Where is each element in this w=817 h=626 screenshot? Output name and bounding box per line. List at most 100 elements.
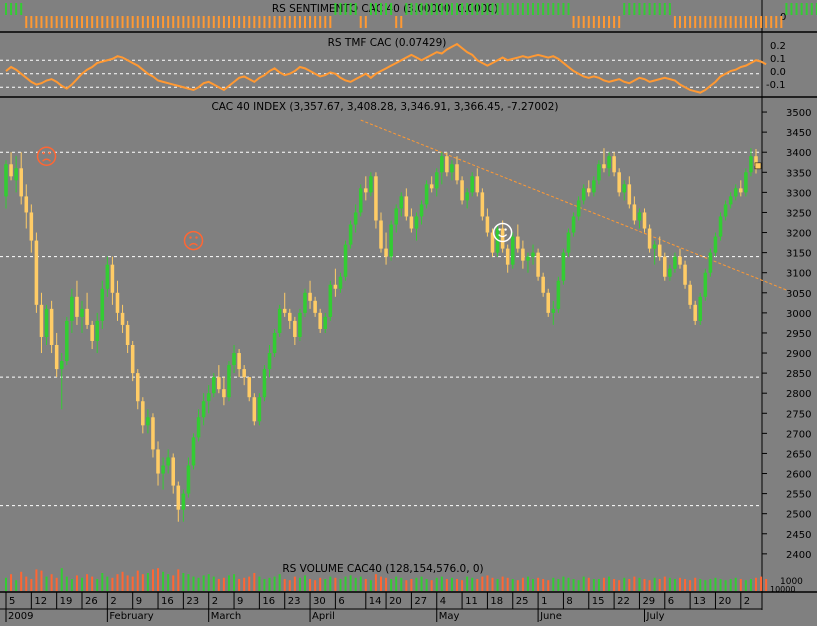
candle-body <box>70 296 74 321</box>
volume-bar <box>724 580 727 591</box>
volume-bar <box>461 580 464 591</box>
price-candles <box>4 148 758 522</box>
candle-body <box>510 236 515 265</box>
candle-body <box>313 300 317 313</box>
candle-body <box>597 164 601 181</box>
volume-bar <box>658 579 661 591</box>
tmf-y-tick-label: 0.1 <box>770 54 786 65</box>
volume-y-tick-label: 10000 <box>770 585 795 594</box>
candle-body <box>211 377 216 394</box>
candle-body <box>688 284 692 305</box>
sentiment-bar <box>212 16 215 28</box>
volume-bar <box>719 579 722 591</box>
price-y-tick-label: 2750 <box>786 409 811 420</box>
x-tick-label: 20 <box>718 596 731 607</box>
volume-bar <box>263 579 266 591</box>
face-mouth <box>498 234 508 238</box>
sentiment-bar <box>557 3 560 15</box>
volume-bar <box>96 579 99 591</box>
sentiment-bar <box>324 16 327 28</box>
candle-body <box>206 393 211 402</box>
sentiment-bar <box>162 16 165 28</box>
candle-body <box>749 156 753 173</box>
candle-body <box>622 184 627 193</box>
volume-bar <box>390 579 393 591</box>
volume-bar <box>567 577 570 591</box>
sentiment-bar <box>197 16 200 28</box>
candle-body <box>328 284 333 317</box>
volume-bar <box>222 577 225 591</box>
x-tick-label: 27 <box>414 596 427 607</box>
volume-bar <box>430 580 433 591</box>
sentiment-bar <box>476 3 479 15</box>
volume-bar <box>309 579 312 591</box>
candle-body <box>75 296 79 317</box>
volume-bar <box>380 576 382 591</box>
sentiment-bar <box>182 16 185 28</box>
candle-body <box>516 236 520 249</box>
face-eye <box>498 228 501 231</box>
candle-body <box>571 216 576 233</box>
price-y-tick-label: 3350 <box>786 168 811 179</box>
sentiment-bar <box>222 16 225 28</box>
sentiment-bar <box>582 16 585 28</box>
sentiment-bar <box>374 3 377 15</box>
sentiment-bar <box>450 3 453 15</box>
volume-bar <box>111 577 114 591</box>
volume-bar <box>303 575 306 591</box>
candle-body <box>303 292 307 313</box>
sentiment-bar <box>354 3 357 15</box>
x-tick-label: 1 <box>541 596 547 607</box>
sentiment-bar <box>177 16 180 28</box>
sentiment-bar <box>329 16 332 28</box>
volume-bar <box>288 580 291 591</box>
last-price-marker <box>754 162 762 170</box>
volume-bar <box>602 577 605 591</box>
sentiment-bar <box>268 16 271 28</box>
sentiment-bar <box>293 16 296 28</box>
candle-body <box>521 248 525 261</box>
sentiment-bar <box>390 3 393 15</box>
sentiment-bar <box>253 16 256 28</box>
candle-body <box>156 449 160 474</box>
volume-bar <box>314 580 317 591</box>
sentiment-bar <box>532 3 535 15</box>
sentiment-bar <box>501 3 504 15</box>
month-label: June <box>539 611 562 622</box>
candle-body <box>110 264 115 293</box>
volume-bar <box>445 579 448 591</box>
price-y-tick-label: 2700 <box>786 429 811 440</box>
sentiment-bar <box>694 16 697 28</box>
volume-bar <box>638 577 641 591</box>
sentiment-bar <box>795 3 798 15</box>
price-y-axis: 2400 2450 2500 2550 2600 2650 2700 2750 2800 2850… <box>754 108 811 561</box>
volume-bar <box>253 573 256 591</box>
sentiment-bar <box>136 16 139 28</box>
volume-bar <box>684 579 687 591</box>
volume-bar <box>532 579 535 591</box>
sentiment-bar <box>430 3 433 15</box>
volume-bar <box>187 574 190 591</box>
candle-body <box>581 188 586 201</box>
candle-body <box>54 345 59 370</box>
candle-body <box>348 224 353 245</box>
candle-body <box>490 232 495 253</box>
candle-body <box>480 192 485 217</box>
sentiment-bar <box>243 16 246 28</box>
x-tick-label: 23 <box>186 596 199 607</box>
volume-bar <box>699 579 702 591</box>
candle-body <box>151 417 155 450</box>
candle-body <box>394 208 398 225</box>
sentiment-bar <box>30 16 33 28</box>
sad-face-icon <box>183 230 204 251</box>
sentiment-bar <box>60 16 63 28</box>
sentiment-bar <box>400 16 403 28</box>
volume-bar <box>5 577 7 591</box>
candle-body <box>333 284 338 289</box>
candle-body <box>358 188 363 213</box>
volume-bar <box>572 579 575 591</box>
volume-bar <box>673 579 676 591</box>
candle-body <box>556 280 561 309</box>
volume-bar <box>50 574 53 591</box>
